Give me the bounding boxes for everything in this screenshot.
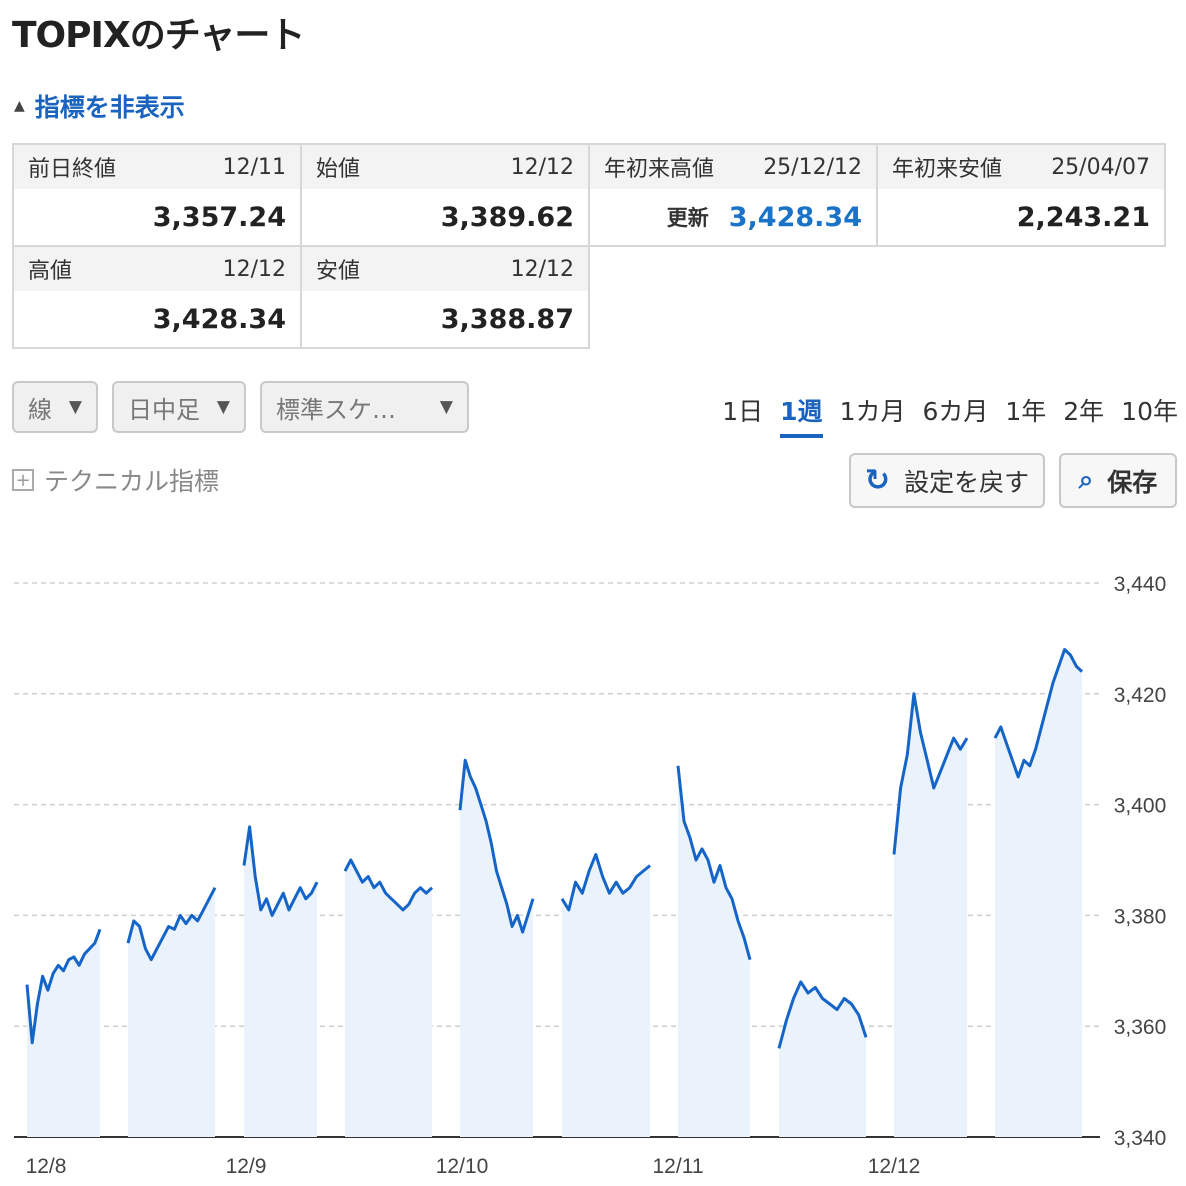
- stat-date: 25/12/12: [763, 154, 862, 180]
- reset-settings-label: 設定を戻す: [904, 467, 1030, 497]
- updated-badge: 更新: [666, 206, 709, 230]
- paperclip-icon: ⌕: [1078, 465, 1094, 495]
- session-area: [779, 981, 866, 1137]
- session-area: [995, 649, 1082, 1137]
- scale-value: 標準スケ…: [276, 395, 396, 424]
- x-tick-label: 12/9: [226, 1155, 267, 1178]
- stat-label: 年初来高値: [604, 157, 715, 182]
- x-tick-label: 12/8: [26, 1155, 67, 1178]
- range-tab-10y[interactable]: 10年: [1121, 397, 1178, 426]
- save-label: 保存: [1107, 467, 1158, 497]
- refresh-icon: ↻: [864, 463, 891, 498]
- range-tabs: 1日 1週 1カ月 6カ月 1年 2年 10年: [722, 392, 1178, 438]
- interval-select[interactable]: 日中足 ▼: [112, 381, 246, 433]
- stat-date: 12/12: [222, 256, 286, 282]
- chart-type-select[interactable]: 線 ▼: [12, 381, 98, 433]
- toggle-indicators-link[interactable]: ▲ 指標を非表示: [14, 88, 185, 124]
- stat-label: 年初来安値: [892, 157, 1003, 182]
- triangle-up-icon: ▲: [14, 98, 25, 114]
- stat-cell: 始値 12/12 3,389.62: [300, 143, 590, 247]
- session-line: [343, 858, 434, 912]
- y-tick-label: 3,360: [1114, 1016, 1167, 1039]
- caret-down-icon: ▼: [68, 397, 82, 417]
- x-tick-label: 12/12: [868, 1155, 921, 1178]
- session-area: [27, 929, 100, 1137]
- stat-value: 3,428.34: [152, 303, 286, 335]
- session-line: [25, 928, 102, 1045]
- stats-table: 前日終値 12/11 3,357.24 始値 12/12 3,389.62 年初来高…: [12, 143, 1166, 349]
- session-area: [460, 760, 533, 1137]
- session-line: [777, 980, 868, 1049]
- stat-label: 安値: [316, 259, 361, 284]
- stat-cell: 高値 12/12 3,428.34: [12, 245, 302, 349]
- range-tab-1m[interactable]: 1カ月: [839, 397, 906, 426]
- caret-down-icon: ▼: [439, 397, 453, 417]
- range-tab-2y[interactable]: 2年: [1063, 397, 1105, 426]
- caret-down-icon: ▼: [216, 397, 230, 417]
- x-tick-label: 12/10: [436, 1155, 489, 1178]
- stat-value: 3,389.62: [440, 201, 574, 233]
- scale-select[interactable]: 標準スケ… ▼: [260, 381, 469, 433]
- session-line: [560, 853, 651, 912]
- session-area: [345, 860, 432, 1137]
- stat-label: 高値: [28, 259, 73, 284]
- session-line: [458, 758, 535, 934]
- page-title: TOPIXのチャート: [12, 15, 305, 56]
- stat-label: 前日終値: [28, 157, 117, 182]
- y-tick-label: 3,340: [1114, 1127, 1167, 1150]
- y-tick-label: 3,400: [1114, 795, 1167, 818]
- interval-value: 日中足: [128, 395, 200, 424]
- stat-cell: 安値 12/12 3,388.87: [300, 245, 590, 349]
- session-area: [678, 765, 750, 1137]
- session-area: [244, 826, 317, 1137]
- range-tab-6m[interactable]: 6カ月: [922, 397, 989, 426]
- range-tab-1d[interactable]: 1日: [722, 397, 764, 426]
- reset-settings-button[interactable]: ↻ 設定を戻す: [849, 453, 1045, 508]
- chart-type-value: 線: [28, 395, 52, 424]
- session-line: [892, 692, 969, 855]
- y-tick-label: 3,380: [1114, 905, 1167, 928]
- range-tab-1w[interactable]: 1週: [780, 392, 823, 438]
- plus-icon: +: [12, 469, 34, 491]
- session-line: [993, 648, 1084, 779]
- y-tick-label: 3,420: [1114, 684, 1167, 707]
- stat-date: 12/12: [510, 256, 574, 282]
- session-area: [562, 854, 650, 1137]
- stat-value: 3,357.24: [152, 201, 286, 233]
- stat-value: 3,428.34: [728, 201, 862, 233]
- session-line: [676, 765, 752, 961]
- stat-date: 12/12: [510, 154, 574, 180]
- stat-value: 3,388.87: [440, 303, 574, 335]
- technical-indicators-label: テクニカル指標: [44, 467, 220, 496]
- x-tick-label: 12/11: [653, 1155, 704, 1178]
- range-tab-1y[interactable]: 1年: [1005, 397, 1047, 426]
- stat-label: 始値: [316, 157, 361, 182]
- session-area: [894, 693, 967, 1137]
- price-chart: 3,440 3,420 3,400 3,380 3,360 3,340 12/8 12/9 12…: [14, 573, 1167, 1178]
- stat-cell: 年初来安値 25/04/07 2,243.21: [876, 143, 1166, 247]
- stat-cell: 年初来高値 25/12/12 更新 3,428.34: [588, 143, 878, 247]
- stat-date: 12/11: [222, 154, 286, 180]
- save-button[interactable]: ⌕ 保存: [1059, 453, 1177, 508]
- technical-indicators-toggle[interactable]: + テクニカル指標: [12, 462, 219, 498]
- session-line: [126, 887, 217, 962]
- y-tick-label: 3,440: [1114, 573, 1167, 596]
- toggle-indicators-label: 指標を非表示: [34, 93, 185, 122]
- stat-date: 25/04/07: [1051, 154, 1150, 180]
- stat-value: 2,243.21: [1016, 201, 1150, 233]
- session-line: [242, 825, 319, 917]
- stat-cell: 前日終値 12/11 3,357.24: [12, 143, 302, 247]
- session-area: [128, 887, 215, 1137]
